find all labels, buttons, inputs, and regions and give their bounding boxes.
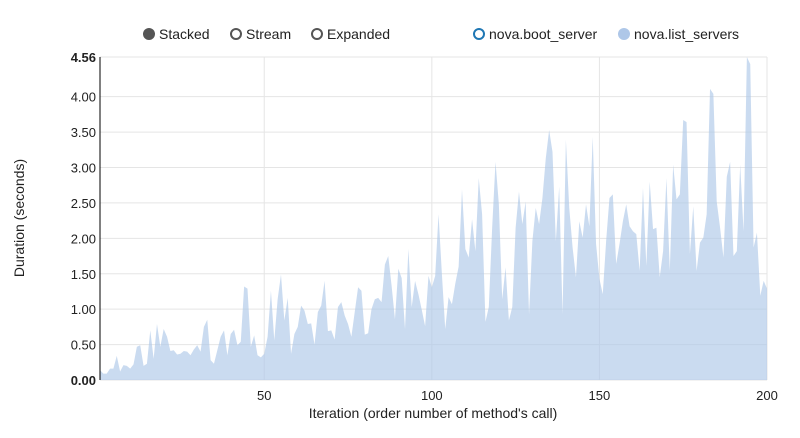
control-stream[interactable]: Stream <box>230 26 291 42</box>
y-tick-label: 3.50 <box>71 125 96 140</box>
legend-nova-boot-server[interactable]: nova.boot_server <box>473 26 597 42</box>
radio-empty-icon <box>311 28 323 40</box>
x-axis-label: Iteration (order number of method's call… <box>309 405 558 421</box>
y-tick-label: 2.00 <box>71 231 96 246</box>
y-tick-label: 0.50 <box>71 338 96 353</box>
x-axis: 50 100 150 200 <box>257 388 778 403</box>
legend-nova-list-servers[interactable]: nova.list_servers <box>618 26 739 42</box>
control-expanded[interactable]: Expanded <box>311 26 390 42</box>
control-label: Stacked <box>159 26 210 42</box>
radio-empty-icon <box>230 28 242 40</box>
area-nova-list-servers <box>100 57 767 380</box>
control-label: Stream <box>246 26 292 42</box>
radio-selected-icon <box>143 28 155 40</box>
control-stacked[interactable]: Stacked <box>143 26 210 42</box>
legend-label: nova.list_servers <box>634 26 740 42</box>
x-tick-label: 100 <box>421 388 443 403</box>
y-tick-label: 4.00 <box>71 90 96 105</box>
y-tick-label: 2.50 <box>71 196 96 211</box>
y-tick-label: 0.00 <box>71 373 96 388</box>
y-tick-label: 4.56 <box>71 50 96 65</box>
legend-circle-icon <box>618 28 630 40</box>
x-tick-label: 200 <box>756 388 778 403</box>
y-axis-label: Duration (seconds) <box>11 159 27 277</box>
x-tick-label: 150 <box>589 388 611 403</box>
y-axis: 0.00 0.50 1.00 1.50 2.00 2.50 3.00 3.50 4.00 4.56 <box>71 50 101 388</box>
areas <box>100 57 767 380</box>
legend-label: nova.boot_server <box>489 26 598 42</box>
y-tick-label: 1.50 <box>71 267 96 282</box>
x-tick-label: 50 <box>257 388 271 403</box>
legend-circle-icon <box>473 28 485 40</box>
y-tick-label: 1.00 <box>71 302 96 317</box>
y-tick-label: 3.00 <box>71 161 96 176</box>
control-label: Expanded <box>327 26 391 42</box>
